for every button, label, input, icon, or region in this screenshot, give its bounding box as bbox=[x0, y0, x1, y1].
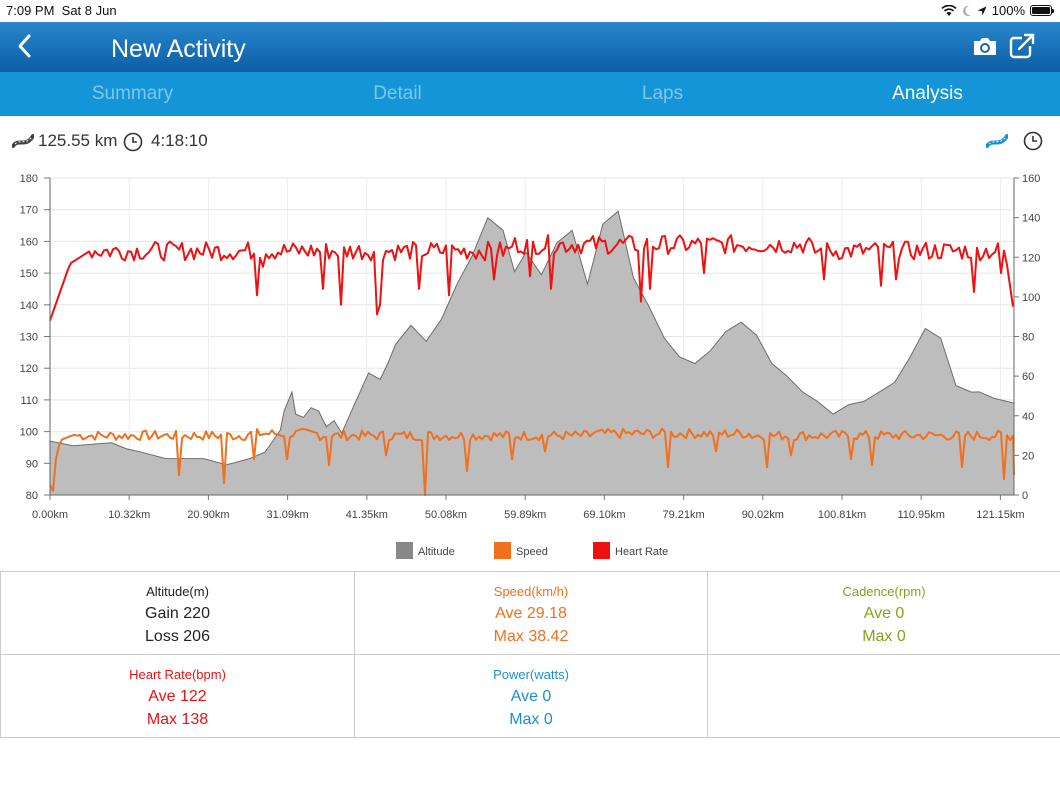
heart-rate-max: Max 138 bbox=[146, 711, 209, 728]
camera-icon[interactable] bbox=[972, 34, 998, 58]
empty-stats-cell bbox=[708, 655, 1060, 738]
x-axis-tick-label: 10.32km bbox=[108, 509, 150, 521]
power-stats: Power(watts) Ave 0 Max 0 bbox=[355, 655, 708, 738]
right-axis-tick-label: 60 bbox=[1022, 371, 1034, 383]
left-axis-tick-label: 120 bbox=[20, 363, 38, 375]
x-axis-tick-label: 0.00km bbox=[32, 509, 68, 521]
power-max: Max 0 bbox=[509, 711, 553, 728]
legend-swatch bbox=[494, 542, 511, 559]
legend-label: Speed bbox=[516, 546, 548, 558]
status-date: Sat 8 Jun bbox=[61, 3, 117, 18]
left-axis-tick-label: 100 bbox=[20, 427, 38, 439]
altitude-series-area bbox=[49, 210, 1015, 496]
right-axis-tick-label: 80 bbox=[1022, 332, 1034, 344]
x-axis-tick-label: 90.02km bbox=[742, 509, 784, 521]
clock-icon bbox=[123, 132, 143, 152]
x-axis-tick-label: 121.15km bbox=[976, 509, 1024, 521]
speed-max: Max 38.42 bbox=[493, 628, 569, 645]
speed-series-line bbox=[49, 427, 1015, 496]
stats-grid: Altitude(m) Gain 220 Loss 206 Speed(km/h… bbox=[0, 571, 1060, 738]
heart-rate-stats: Heart Rate(bpm) Ave 122 Max 138 bbox=[1, 655, 355, 738]
altitude-gain: Gain 220 bbox=[145, 605, 210, 622]
legend-label: Heart Rate bbox=[615, 546, 668, 558]
road-distance-icon bbox=[12, 134, 34, 148]
total-distance: 125.55 km bbox=[38, 131, 118, 150]
moon-icon bbox=[962, 5, 971, 16]
altitude-stats: Altitude(m) Gain 220 Loss 206 bbox=[1, 572, 355, 655]
x-axis-tick-label: 100.81km bbox=[818, 509, 866, 521]
heart-rate-series-line bbox=[49, 234, 1014, 321]
left-axis-tick-label: 110 bbox=[20, 395, 38, 407]
cadence-max: Max 0 bbox=[862, 628, 906, 645]
battery-icon bbox=[1030, 5, 1054, 16]
tab-bar: Summary Detail Laps Analysis bbox=[0, 72, 1060, 116]
activity-info-bar: 125.55 km 4:18:10 bbox=[0, 128, 1060, 154]
speed-ave: Ave 29.18 bbox=[495, 605, 567, 622]
right-axis-tick-label: 100 bbox=[1022, 292, 1040, 304]
x-axis-tick-label: 59.89km bbox=[504, 509, 546, 521]
status-bar: 7:09 PM Sat 8 Jun 100% bbox=[0, 0, 1060, 22]
x-axis-tick-label: 31.09km bbox=[266, 509, 308, 521]
location-arrow-icon bbox=[977, 6, 987, 15]
total-duration: 4:18:10 bbox=[151, 131, 208, 150]
x-axis-tick-label: 20.90km bbox=[187, 509, 229, 521]
cadence-stats: Cadence(rpm) Ave 0 Max 0 bbox=[708, 572, 1060, 655]
cadence-title: Cadence(rpm) bbox=[842, 584, 926, 599]
x-axis-tick-label: 50.08km bbox=[425, 509, 467, 521]
power-title: Power(watts) bbox=[493, 667, 569, 682]
left-axis-tick-label: 140 bbox=[20, 300, 38, 312]
legend-swatch bbox=[396, 542, 413, 559]
x-axis-tick-label: 79.21km bbox=[662, 509, 704, 521]
wifi-icon bbox=[941, 4, 957, 16]
back-chevron-icon[interactable] bbox=[14, 30, 36, 62]
analysis-chart: 80 90 100 110 120 130 140 150 160 170 180 0 20 40 60 80… bbox=[20, 173, 1040, 559]
speed-stats: Speed(km/h) Ave 29.18 Max 38.42 bbox=[355, 572, 708, 655]
left-axis-tick-label: 180 bbox=[20, 173, 38, 185]
left-axis-tick-label: 160 bbox=[20, 236, 38, 248]
altitude-title: Altitude(m) bbox=[146, 584, 209, 599]
tab-laps[interactable]: Laps bbox=[641, 83, 684, 104]
right-axis-tick-label: 0 bbox=[1022, 490, 1028, 502]
x-axis-tick-label: 69.10km bbox=[583, 509, 625, 521]
time-axis-toggle-icon[interactable] bbox=[1023, 131, 1043, 151]
page-title: New Activity bbox=[111, 35, 246, 63]
left-axis-tick-label: 130 bbox=[20, 332, 38, 344]
x-axis-tick-label: 41.35km bbox=[346, 509, 388, 521]
status-time: 7:09 PM bbox=[6, 3, 55, 18]
legend-label: Altitude bbox=[418, 546, 455, 558]
right-axis-tick-label: 40 bbox=[1022, 411, 1034, 423]
left-axis-tick-label: 90 bbox=[26, 458, 38, 470]
status-time-date: 7:09 PM Sat 8 Jun bbox=[6, 3, 117, 18]
heart-rate-title: Heart Rate(bpm) bbox=[129, 667, 226, 682]
speed-title: Speed(km/h) bbox=[493, 584, 569, 599]
tab-summary[interactable]: Summary bbox=[91, 83, 174, 104]
left-axis-tick-label: 170 bbox=[20, 205, 38, 217]
right-axis-tick-label: 120 bbox=[1022, 252, 1040, 264]
right-axis-tick-label: 20 bbox=[1022, 450, 1034, 462]
tab-analysis[interactable]: Analysis bbox=[892, 83, 963, 104]
cadence-ave: Ave 0 bbox=[863, 605, 905, 622]
right-axis-tick-label: 140 bbox=[1022, 213, 1040, 225]
left-axis-tick-label: 150 bbox=[20, 268, 38, 280]
altitude-loss: Loss 206 bbox=[145, 628, 210, 645]
heart-rate-ave: Ave 122 bbox=[148, 688, 207, 705]
tab-detail[interactable]: Detail bbox=[373, 83, 422, 104]
x-axis-tick-label: 110.95km bbox=[897, 509, 945, 521]
right-axis-tick-label: 160 bbox=[1022, 173, 1040, 185]
battery-percent: 100% bbox=[991, 3, 1025, 18]
distance-axis-toggle-icon[interactable] bbox=[986, 134, 1008, 148]
power-ave: Ave 0 bbox=[510, 688, 552, 705]
left-axis-tick-label: 80 bbox=[26, 490, 38, 502]
nav-bar: New Activity bbox=[0, 22, 1060, 72]
legend-swatch bbox=[593, 542, 610, 559]
share-export-icon[interactable] bbox=[1008, 32, 1036, 60]
